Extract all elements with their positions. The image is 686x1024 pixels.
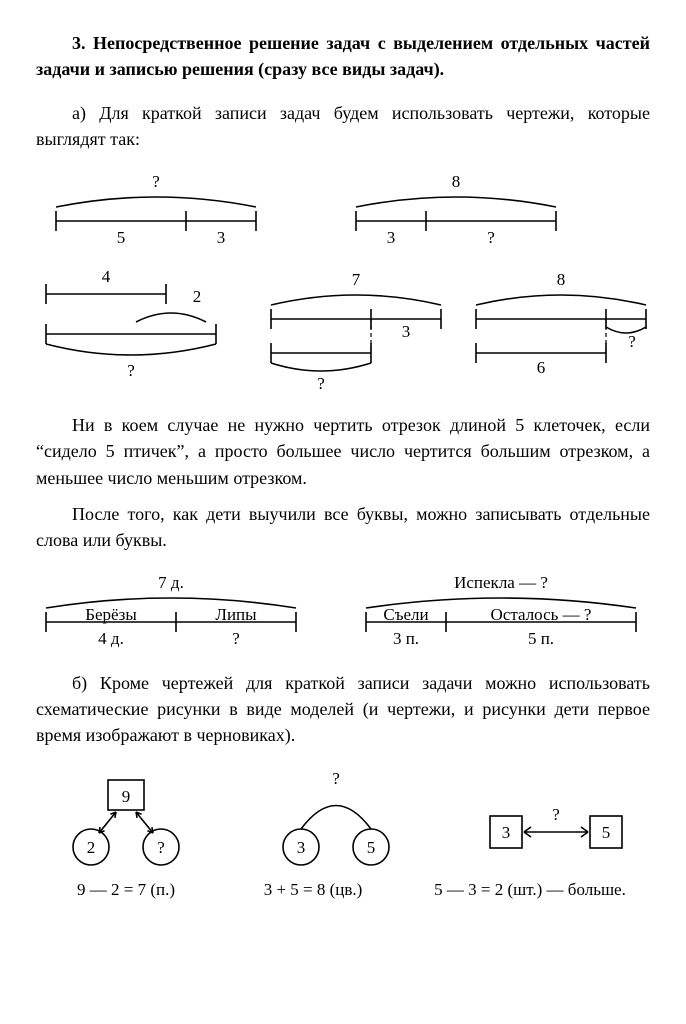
section-heading: 3. Непосредственное решение задач с выде…: [36, 30, 650, 82]
svg-text:Берёзы: Берёзы: [85, 605, 137, 624]
svg-text:?: ?: [487, 228, 495, 246]
svg-text:9: 9: [122, 787, 131, 806]
svg-text:3: 3: [402, 322, 411, 341]
paragraph-mid1: Ни в коем случае не нужно чертить отрезо…: [36, 412, 650, 490]
equation-1: 9 — 2 = 7 (п.): [36, 878, 216, 903]
svg-text:8: 8: [452, 172, 461, 191]
paragraph-b: б) Кроме чертежей для краткой записи зад…: [36, 670, 650, 748]
svg-text:3: 3: [502, 823, 511, 842]
svg-text:4 д.: 4 д.: [98, 629, 124, 648]
svg-text:5: 5: [602, 823, 611, 842]
svg-text:?: ?: [232, 629, 240, 648]
paragraph-mid2: После того, как дети выучили все буквы, …: [36, 501, 650, 553]
equation-3: 5 — 3 = 2 (шт.) — больше.: [410, 878, 650, 903]
svg-text:3 п.: 3 п.: [393, 629, 419, 648]
svg-text:8: 8: [557, 270, 566, 289]
svg-text:3: 3: [217, 228, 226, 246]
svg-text:?: ?: [628, 332, 636, 351]
equation-2: 3 + 5 = 8 (цв.): [223, 878, 403, 903]
svg-text:4: 4: [102, 267, 111, 286]
svg-text:?: ?: [152, 172, 160, 191]
svg-text:?: ?: [332, 769, 340, 788]
svg-text:2: 2: [193, 287, 202, 306]
svg-text:?: ?: [552, 805, 560, 824]
svg-text:3: 3: [297, 838, 306, 857]
svg-text:?: ?: [317, 374, 325, 393]
diagram-row-1: ? 5 3 8 3?: [36, 166, 650, 246]
svg-text:Съели: Съели: [383, 605, 428, 624]
diagram-row-2: 4 2? 7 3? 8? 6: [36, 264, 650, 394]
svg-text:Липы: Липы: [215, 605, 257, 624]
svg-text:5: 5: [367, 838, 376, 857]
svg-text:6: 6: [537, 358, 546, 377]
svg-text:5: 5: [117, 228, 126, 246]
svg-text:2: 2: [87, 838, 96, 857]
svg-text:3: 3: [387, 228, 396, 246]
svg-text:7: 7: [352, 270, 361, 289]
scheme-row: 9 2?? 3 5 3 5? 9 — 2 = 7 (п.) 3 + 5 = 8 (цв.)…: [36, 762, 650, 903]
svg-text:?: ?: [127, 361, 135, 380]
svg-text:7 д.: 7 д.: [158, 573, 184, 592]
diagram-row-3: 7 д. Берёзы Липы 4 д.? Испекла — ? Съели Остал…: [36, 567, 650, 652]
paragraph-a: а) Для краткой записи задач будем исполь…: [36, 100, 650, 152]
svg-text:Осталось — ?: Осталось — ?: [491, 605, 592, 624]
svg-text:?: ?: [157, 838, 165, 857]
svg-text:Испекла — ?: Испекла — ?: [454, 573, 548, 592]
svg-text:5 п.: 5 п.: [528, 629, 554, 648]
